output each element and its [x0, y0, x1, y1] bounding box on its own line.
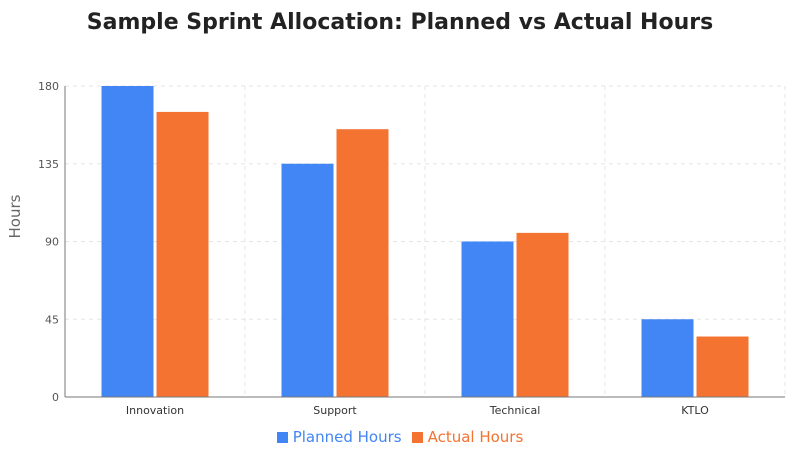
legend-swatch-planned — [276, 431, 288, 443]
legend: Planned Hours Actual Hours — [0, 428, 800, 446]
x-tick-label: Support — [313, 404, 357, 417]
bar-planned-technical — [461, 241, 514, 397]
y-tick-label: 45 — [45, 313, 59, 326]
x-tick-label: Technical — [489, 404, 541, 417]
x-tick-label: Innovation — [126, 404, 184, 417]
bar-planned-support — [281, 163, 334, 397]
y-tick-label: 180 — [38, 80, 59, 93]
bar-actual-innovation — [156, 111, 209, 398]
legend-swatch-actual — [411, 431, 423, 443]
bar-planned-ktlo — [641, 319, 694, 397]
legend-item-actual[interactable]: Actual Hours — [411, 428, 524, 446]
y-axis-title: Hours — [6, 194, 24, 238]
x-tick-label: KTLO — [681, 404, 709, 417]
bar-actual-ktlo — [696, 336, 749, 397]
legend-label-actual: Actual Hours — [427, 428, 524, 446]
y-tick-label: 135 — [38, 158, 59, 171]
y-tick-label: 90 — [45, 236, 59, 249]
bar-actual-support — [336, 129, 389, 397]
chart-title: Sample Sprint Allocation: Planned vs Act… — [86, 10, 714, 35]
bar-actual-technical — [516, 232, 569, 397]
bar-planned-innovation — [101, 86, 154, 397]
legend-label-planned: Planned Hours — [292, 428, 402, 446]
y-tick-label: 0 — [52, 391, 59, 404]
legend-item-planned[interactable]: Planned Hours — [276, 428, 402, 446]
